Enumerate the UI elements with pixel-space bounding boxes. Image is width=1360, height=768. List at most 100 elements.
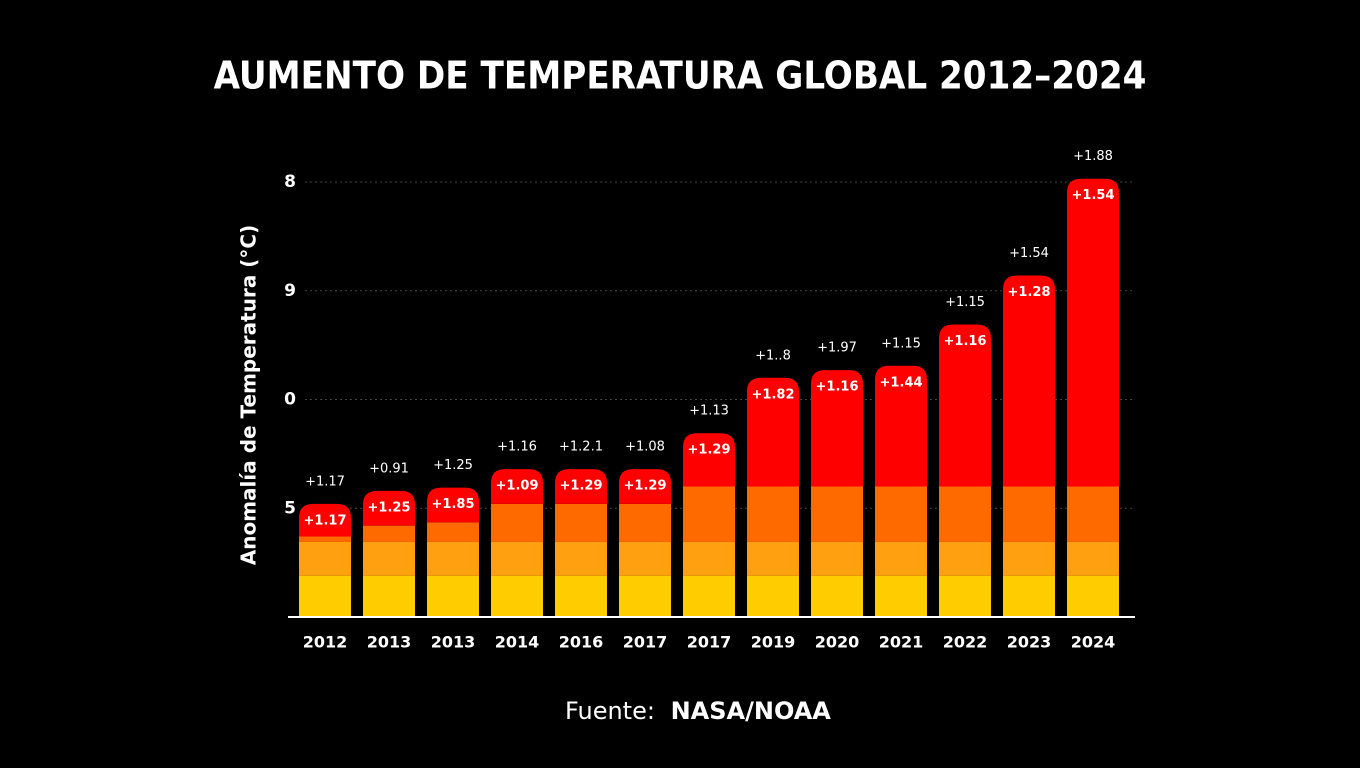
x-tick-label: 2019 <box>751 633 796 652</box>
y-axis-label: Anomalía de Temperatura (°C) <box>237 225 261 566</box>
y-tick-label: 9 <box>284 281 296 301</box>
inner-label: +1.28 <box>1008 285 1051 300</box>
bar-segment <box>1067 486 1119 542</box>
inner-label: +1.25 <box>368 500 411 515</box>
bar-segment <box>1067 575 1119 617</box>
x-tick-label: 2017 <box>623 633 668 652</box>
bar-segment <box>363 490 415 526</box>
bar-segment <box>619 575 671 617</box>
bar-segment <box>427 522 479 542</box>
bar-segment <box>1067 541 1119 576</box>
bar-segment <box>555 469 607 504</box>
inner-label: +1.54 <box>1072 188 1115 203</box>
bar-segment <box>875 575 927 617</box>
top-label: +1.15 <box>881 336 921 351</box>
inner-label: +1.29 <box>624 479 667 494</box>
x-tick-label: 2014 <box>495 633 540 652</box>
top-label: +1.08 <box>625 440 665 455</box>
x-tick-label: 2021 <box>879 633 924 652</box>
bar-segment <box>427 487 479 523</box>
bar-segment <box>939 575 991 617</box>
bar-segment <box>491 503 543 542</box>
bar-segment <box>427 575 479 617</box>
x-tick-label: 2013 <box>431 633 476 652</box>
x-tick-label: 2023 <box>1007 633 1052 652</box>
bar-segment <box>299 536 351 542</box>
bar-segment <box>747 541 799 576</box>
x-tick-label: 2013 <box>367 633 412 652</box>
bar-segment <box>619 469 671 504</box>
y-tick-label: 5 <box>284 498 296 518</box>
bar-segment <box>683 486 735 542</box>
top-label: +1.25 <box>433 458 473 473</box>
bar-segment <box>1003 486 1055 542</box>
x-tick-label: 2016 <box>559 633 604 652</box>
bar-segment <box>811 541 863 576</box>
bar-segment <box>363 525 415 542</box>
bar-segment <box>875 486 927 542</box>
bar-segment <box>683 541 735 576</box>
bar-segment <box>619 541 671 576</box>
bar-segment <box>747 575 799 617</box>
bar-segment <box>683 575 735 617</box>
bar-segment <box>619 503 671 542</box>
bar-segment <box>491 541 543 576</box>
source: Fuente: NASA/NOAA <box>565 697 831 725</box>
top-label: +1.97 <box>817 341 857 356</box>
source-prefix: Fuente: <box>565 697 655 725</box>
bar-segment <box>939 324 991 487</box>
x-tick-label: 2020 <box>815 633 860 652</box>
bar-segment <box>811 370 863 487</box>
top-label: +1..8 <box>755 348 791 363</box>
bar-segment <box>427 541 479 576</box>
bar-segment <box>299 575 351 617</box>
bar-segment <box>555 575 607 617</box>
bar-segment <box>747 377 799 487</box>
inner-label: +1.09 <box>496 479 539 494</box>
inner-label: +1.16 <box>816 380 859 395</box>
x-tick-label: 2024 <box>1071 633 1116 652</box>
bar-segment <box>555 541 607 576</box>
top-label: +1.2.1 <box>559 440 603 455</box>
inner-label: +1.29 <box>560 479 603 494</box>
bar-segment <box>363 575 415 617</box>
bar-segment <box>683 433 735 487</box>
top-label: +1.16 <box>497 440 537 455</box>
y-tick-label: 8 <box>284 172 296 192</box>
bar-segment <box>939 541 991 576</box>
bar-segment <box>491 469 543 504</box>
chart-title: AUMENTO DE TEMPERATURA GLOBAL 2012–2024 <box>214 54 1147 98</box>
bar-segment <box>1003 541 1055 576</box>
source-name: NASA/NOAA <box>671 697 832 725</box>
top-label: +1.17 <box>305 474 345 489</box>
x-tick-label: 2012 <box>303 633 348 652</box>
inner-label: +1.82 <box>752 387 795 402</box>
bar-segment <box>299 503 351 537</box>
bar-segment <box>299 541 351 576</box>
top-label: +1.15 <box>945 295 985 310</box>
x-tick-label: 2022 <box>943 633 988 652</box>
bar-segment <box>1003 275 1055 487</box>
bar-segment <box>1067 178 1119 487</box>
inner-label: +1.17 <box>304 513 347 528</box>
bar-segment <box>1003 575 1055 617</box>
bar-segment <box>939 486 991 542</box>
bar-segment <box>875 365 927 487</box>
top-label: +1.88 <box>1073 149 1113 164</box>
inner-label: +1.16 <box>944 334 987 349</box>
bar-segment <box>875 541 927 576</box>
bar-segment <box>811 486 863 542</box>
bar-segment <box>491 575 543 617</box>
y-tick-label: 0 <box>284 390 296 410</box>
inner-label: +1.44 <box>880 375 923 390</box>
bar-segment <box>555 503 607 542</box>
x-tick-label: 2017 <box>687 633 732 652</box>
bar-segment <box>747 486 799 542</box>
inner-label: +1.29 <box>688 443 731 458</box>
top-label: +1.54 <box>1009 246 1049 261</box>
top-label: +1.13 <box>689 404 729 419</box>
bar-segment <box>363 541 415 576</box>
top-label: +0.91 <box>369 461 409 476</box>
